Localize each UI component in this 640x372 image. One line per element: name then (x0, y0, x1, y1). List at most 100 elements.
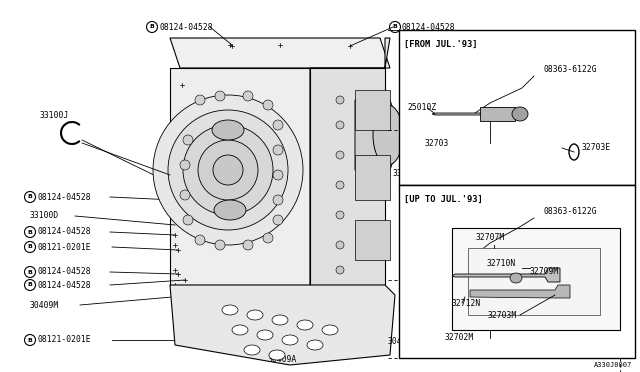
Text: [FROM JUL.'93]: [FROM JUL.'93] (404, 39, 477, 48)
Circle shape (273, 195, 283, 205)
Text: 33100J: 33100J (40, 110, 69, 119)
Text: B: B (28, 337, 33, 343)
Circle shape (346, 42, 354, 50)
Circle shape (243, 91, 253, 101)
Text: 08363-6122G: 08363-6122G (543, 65, 596, 74)
Text: B: B (392, 25, 397, 29)
Polygon shape (480, 107, 515, 121)
Circle shape (183, 125, 273, 215)
Text: 32712N: 32712N (452, 298, 481, 308)
Circle shape (178, 81, 186, 89)
Text: 32703: 32703 (425, 138, 449, 148)
Text: B: B (28, 269, 33, 275)
Circle shape (171, 231, 179, 239)
Circle shape (174, 246, 182, 254)
Text: 08121-0201E: 08121-0201E (37, 243, 91, 251)
Circle shape (336, 211, 344, 219)
Circle shape (215, 91, 225, 101)
Circle shape (316, 301, 324, 309)
Polygon shape (170, 68, 310, 285)
Ellipse shape (510, 273, 522, 283)
Text: 32709M: 32709M (530, 267, 559, 276)
Text: S: S (532, 209, 536, 215)
Ellipse shape (247, 310, 263, 320)
Polygon shape (170, 285, 395, 365)
Circle shape (228, 42, 236, 50)
Text: 08124-04528: 08124-04528 (159, 22, 212, 32)
Circle shape (180, 160, 190, 170)
Ellipse shape (214, 200, 246, 220)
Ellipse shape (297, 320, 313, 330)
Text: 32707M: 32707M (476, 234, 505, 243)
Circle shape (336, 266, 344, 274)
Circle shape (180, 190, 190, 200)
Circle shape (273, 145, 283, 155)
Polygon shape (355, 100, 395, 170)
Text: 32702M: 32702M (445, 334, 474, 343)
Text: 08124-04528: 08124-04528 (402, 22, 456, 32)
Circle shape (263, 233, 273, 243)
Circle shape (246, 336, 254, 344)
Ellipse shape (272, 315, 288, 325)
Circle shape (266, 291, 274, 299)
Circle shape (181, 276, 189, 284)
Text: 08124-04528: 08124-04528 (37, 280, 91, 289)
Circle shape (273, 170, 283, 180)
Circle shape (153, 95, 303, 245)
Circle shape (183, 215, 193, 225)
Circle shape (276, 41, 284, 49)
Text: A330J0007: A330J0007 (594, 362, 632, 368)
Text: 32710N: 32710N (487, 259, 516, 267)
Text: S: S (532, 67, 536, 73)
Circle shape (430, 109, 440, 119)
Circle shape (336, 241, 344, 249)
Text: 30409A: 30409A (268, 356, 297, 365)
Circle shape (171, 241, 179, 249)
Text: B: B (28, 230, 33, 234)
Polygon shape (310, 38, 390, 285)
Ellipse shape (322, 325, 338, 335)
Text: 08124-04528: 08124-04528 (37, 192, 91, 202)
Circle shape (183, 135, 193, 145)
Bar (399, 185, 635, 358)
Polygon shape (470, 285, 570, 298)
Bar (468, 248, 600, 315)
Ellipse shape (269, 350, 285, 360)
Circle shape (336, 121, 344, 129)
Ellipse shape (222, 305, 238, 315)
Circle shape (213, 155, 243, 185)
Polygon shape (355, 155, 390, 200)
Text: 33100D: 33100D (30, 212, 60, 221)
Text: 32703M: 32703M (488, 311, 517, 320)
Circle shape (263, 100, 273, 110)
Polygon shape (355, 220, 390, 260)
Circle shape (336, 181, 344, 189)
Circle shape (336, 151, 344, 159)
Text: B: B (150, 25, 154, 29)
Polygon shape (452, 268, 560, 282)
Text: 30409A: 30409A (388, 337, 417, 346)
Ellipse shape (307, 340, 323, 350)
Text: B: B (28, 195, 33, 199)
Ellipse shape (373, 105, 403, 165)
Circle shape (174, 270, 182, 278)
Ellipse shape (232, 325, 248, 335)
Text: B: B (28, 244, 33, 250)
Bar (399, 30, 635, 185)
Text: 08363-6122G: 08363-6122G (543, 208, 596, 217)
Circle shape (171, 196, 179, 204)
Ellipse shape (244, 345, 260, 355)
Polygon shape (310, 68, 385, 285)
Circle shape (171, 196, 179, 204)
Text: 32703E: 32703E (582, 144, 611, 153)
Circle shape (336, 96, 344, 104)
Text: 33100: 33100 (393, 170, 417, 179)
Circle shape (554, 285, 566, 297)
Circle shape (243, 240, 253, 250)
Text: 08121-0201E: 08121-0201E (37, 336, 91, 344)
Circle shape (168, 110, 288, 230)
Circle shape (171, 281, 179, 289)
Ellipse shape (282, 335, 298, 345)
Circle shape (198, 140, 258, 200)
Circle shape (226, 41, 234, 49)
